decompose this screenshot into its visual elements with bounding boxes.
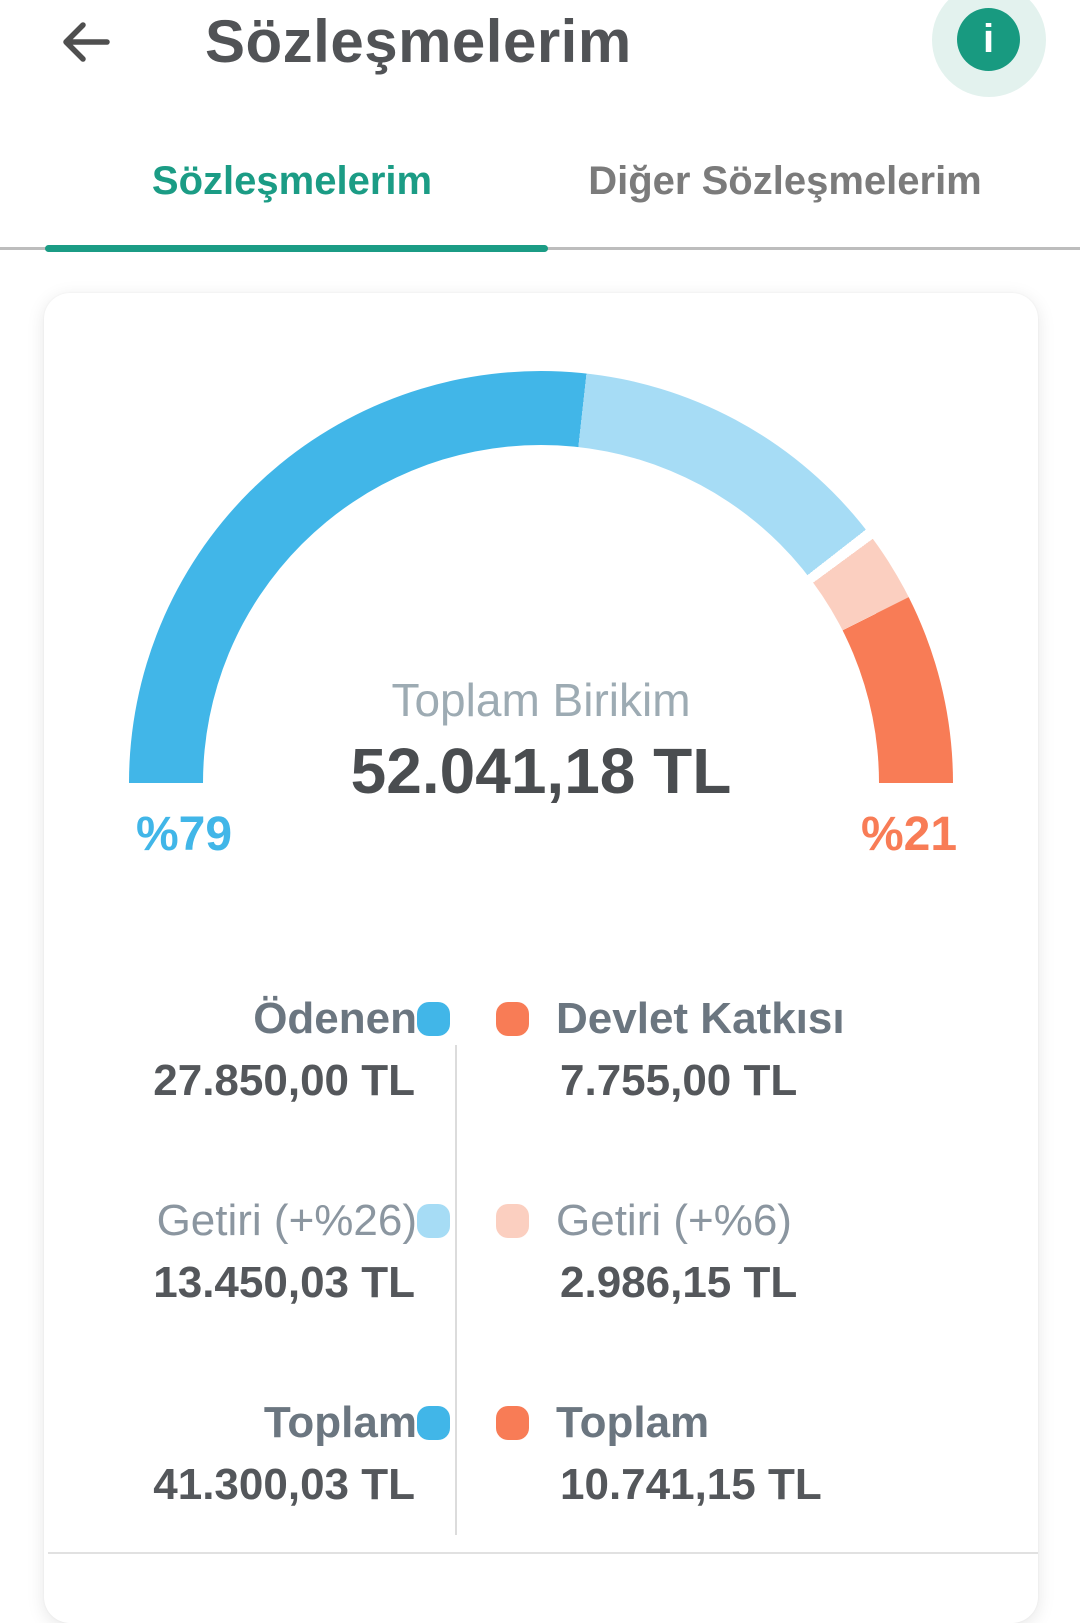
odenen-dot-icon (417, 1002, 450, 1036)
tab-diger-sozlesmelerim[interactable]: Diğer Sözleşmelerim (540, 150, 1080, 212)
header: Sözleşmelerim i (0, 0, 1080, 100)
tab-bar: Sözleşmelerim Diğer Sözleşmelerim (0, 150, 1080, 252)
getiri-6-dot-icon (496, 1204, 529, 1238)
legend: Ödenen 27.850,00 TL Devlet Katkısı 7.755… (44, 995, 1038, 1535)
legend-item-odenen: Ödenen 27.850,00 TL (44, 995, 456, 1107)
savings-summary-card: Toplam Birikim 52.041,18 TL %79 %21 Öden… (44, 293, 1038, 1623)
legend-value: 10.741,15 TL (560, 1460, 822, 1509)
legend-item-toplam-orange: Toplam 10.741,15 TL (456, 1399, 1038, 1511)
tab-sozlesmelerim[interactable]: Sözleşmelerim (0, 150, 540, 212)
gauge-right-percent: %21 (861, 808, 958, 861)
legend-label: Toplam (556, 1398, 710, 1447)
toplam-orange-dot-icon (496, 1406, 529, 1440)
info-icon: i (982, 16, 995, 61)
legend-label: Toplam (263, 1398, 417, 1447)
legend-label: Getiri (+%6) (556, 1196, 792, 1245)
page-title: Sözleşmelerim (205, 8, 632, 75)
back-arrow-icon (63, 22, 110, 62)
legend-item-toplam-blue: Toplam 41.300,03 TL (44, 1399, 456, 1511)
active-tab-indicator (45, 245, 548, 252)
toplam-blue-dot-icon (417, 1406, 450, 1440)
legend-value: 27.850,00 TL (153, 1056, 415, 1105)
gauge-total-value: 52.041,18 TL (350, 735, 732, 807)
legend-item-getiri-6: Getiri (+%6) 2.986,15 TL (456, 1197, 1038, 1309)
gauge-title: Toplam Birikim (391, 674, 691, 726)
tab-track (0, 245, 1080, 252)
devlet-katkisi-dot-icon (496, 1002, 529, 1036)
tab-label: Sözleşmelerim (151, 158, 433, 203)
legend-value: 13.450,03 TL (153, 1258, 415, 1307)
legend-divider (455, 1045, 457, 1535)
legend-item-devlet-katkisi: Devlet Katkısı 7.755,00 TL (456, 995, 1038, 1107)
legend-value: 41.300,03 TL (153, 1460, 415, 1509)
legend-label: Devlet Katkısı (556, 994, 845, 1043)
legend-label: Getiri (+%26) (156, 1196, 417, 1245)
legend-label: Ödenen (253, 994, 417, 1043)
legend-item-getiri-26: Getiri (+%26) 13.450,03 TL (44, 1197, 456, 1309)
getiri-26-dot-icon (417, 1204, 450, 1238)
back-button[interactable] (58, 14, 114, 70)
gauge-chart: Toplam Birikim 52.041,18 TL %79 %21 (44, 371, 1038, 871)
tab-label: Diğer Sözleşmelerim (588, 158, 982, 203)
info-button[interactable]: i (957, 8, 1020, 71)
legend-value: 2.986,15 TL (560, 1258, 798, 1307)
card-section-divider (48, 1552, 1038, 1554)
gauge-left-percent: %79 (136, 808, 233, 861)
legend-value: 7.755,00 TL (560, 1056, 798, 1105)
